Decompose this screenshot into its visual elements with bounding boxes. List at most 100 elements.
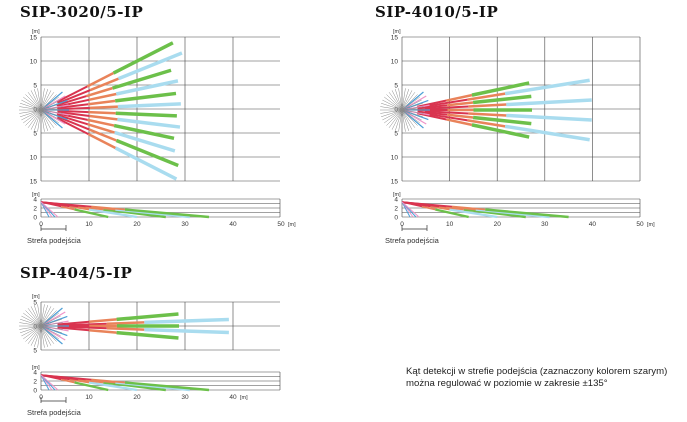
approach-zone-ray [40, 88, 45, 111]
y-tick-label: 15 [391, 34, 399, 41]
approach-zone-ray [401, 109, 424, 114]
detection-beam [113, 123, 175, 140]
approach-zone-ray [19, 109, 42, 114]
detection-beam [471, 123, 530, 139]
side-view-1: 420[m]0 10 20 30 40 50 [m] [32, 192, 296, 228]
approach-zone-ray [380, 109, 403, 114]
detection-beam [112, 41, 174, 75]
detection-beam [56, 112, 88, 121]
approach-zone-ray [401, 109, 418, 126]
approach-zone-ray [37, 325, 42, 348]
approach-zone-ray [382, 99, 403, 111]
y-tick-label: 15 [30, 178, 38, 185]
side-beam [439, 205, 464, 211]
approach-zone-ray [40, 325, 57, 342]
approach-zone-ray [380, 109, 403, 118]
approach-zone-ray [388, 109, 403, 128]
detection-beam [89, 77, 119, 92]
y-tick-label: 0 [394, 214, 398, 221]
detection-beam [87, 123, 116, 134]
approach-zone-ray [37, 109, 42, 132]
approach-zone-ray [398, 88, 403, 111]
side-beam [449, 208, 498, 219]
approach-zone-ray [40, 96, 59, 111]
near-beam [40, 325, 63, 345]
near-beam [401, 201, 420, 218]
approach-zone-ray [19, 325, 42, 334]
approach-zone-ray [30, 90, 42, 111]
approach-zone-ray [401, 88, 406, 111]
approach-zone-ray [40, 310, 57, 327]
detection-beam [424, 105, 469, 110]
y-tick-label: 5 [33, 347, 37, 354]
approach-zone-label: Strefa podejścia [27, 408, 82, 417]
detection-beam [63, 325, 107, 330]
approach-zone-ray [21, 315, 42, 327]
approach-zone-ray [40, 109, 61, 121]
approach-zone-ray [401, 106, 424, 111]
detection-beam [57, 111, 90, 117]
detection-beam [87, 133, 117, 150]
near-beam [40, 109, 63, 129]
y-tick-label: 5 [33, 299, 37, 306]
detection-beam [117, 117, 181, 129]
x-tick-label: 0 [39, 221, 43, 228]
y-tick-label: 4 [33, 369, 37, 376]
approach-zone-ray [401, 88, 410, 111]
detection-beam [63, 322, 107, 327]
approach-zone-ray [401, 99, 422, 111]
detection-beam [57, 109, 89, 114]
approach-zone-ray [380, 102, 403, 111]
approach-zone-ray [30, 325, 42, 346]
side-beam [124, 381, 210, 392]
approach-zone-ray [40, 325, 59, 340]
side-beam [124, 208, 210, 219]
detection-beam [468, 112, 507, 117]
caption-line-1: Kąt detekcji w strefie podejścia (zaznac… [406, 366, 668, 377]
detection-beam [106, 321, 145, 325]
side-beam [103, 381, 166, 392]
approach-zone-ray [401, 109, 422, 121]
detection-beam [468, 103, 507, 108]
model-title-sip-4010: SIP-4010/5-IP [375, 3, 499, 21]
detection-beam [115, 91, 177, 103]
detection-beam [89, 328, 117, 334]
unit-label: [m] [647, 222, 655, 228]
approach-zone-ray [401, 109, 424, 118]
approach-zone-ray [40, 106, 63, 111]
approach-zone-ray [401, 94, 418, 111]
detection-beam [417, 104, 448, 110]
y-tick-label: 4 [33, 196, 37, 203]
approach-zone-ray [25, 109, 42, 126]
approach-zone-label: Strefa podejścia [385, 236, 440, 245]
approach-zone-ray [37, 304, 42, 327]
detection-beam [57, 98, 90, 108]
approach-zone-ray [40, 318, 63, 327]
approach-zone-ray [40, 315, 61, 327]
approach-zone-ray [23, 325, 42, 340]
detection-beam [506, 98, 592, 107]
side-beam [60, 205, 75, 211]
detection-beam [56, 117, 89, 136]
approach-zone-ray [40, 325, 63, 334]
approach-zone-ray [40, 304, 49, 327]
x-tick-label: 10 [85, 221, 93, 228]
approach-zone-ray [19, 109, 42, 118]
detection-beam [467, 92, 506, 101]
approach-zone-ray [401, 109, 413, 130]
detection-beam [115, 79, 179, 96]
near-beam [40, 91, 63, 111]
approach-zone-ray [386, 94, 403, 111]
approach-zone-ray [23, 96, 42, 111]
detection-beam [57, 89, 91, 105]
approach-zone-ray [33, 88, 42, 111]
approach-zone-ray [401, 102, 424, 111]
side-beam [40, 374, 92, 381]
y-tick-label: 2 [33, 378, 37, 385]
adjustment-caption: Kąt detekcji w strefie podejścia (zaznac… [406, 366, 686, 390]
detection-beam [56, 113, 89, 126]
unit-label: [m] [32, 192, 40, 198]
